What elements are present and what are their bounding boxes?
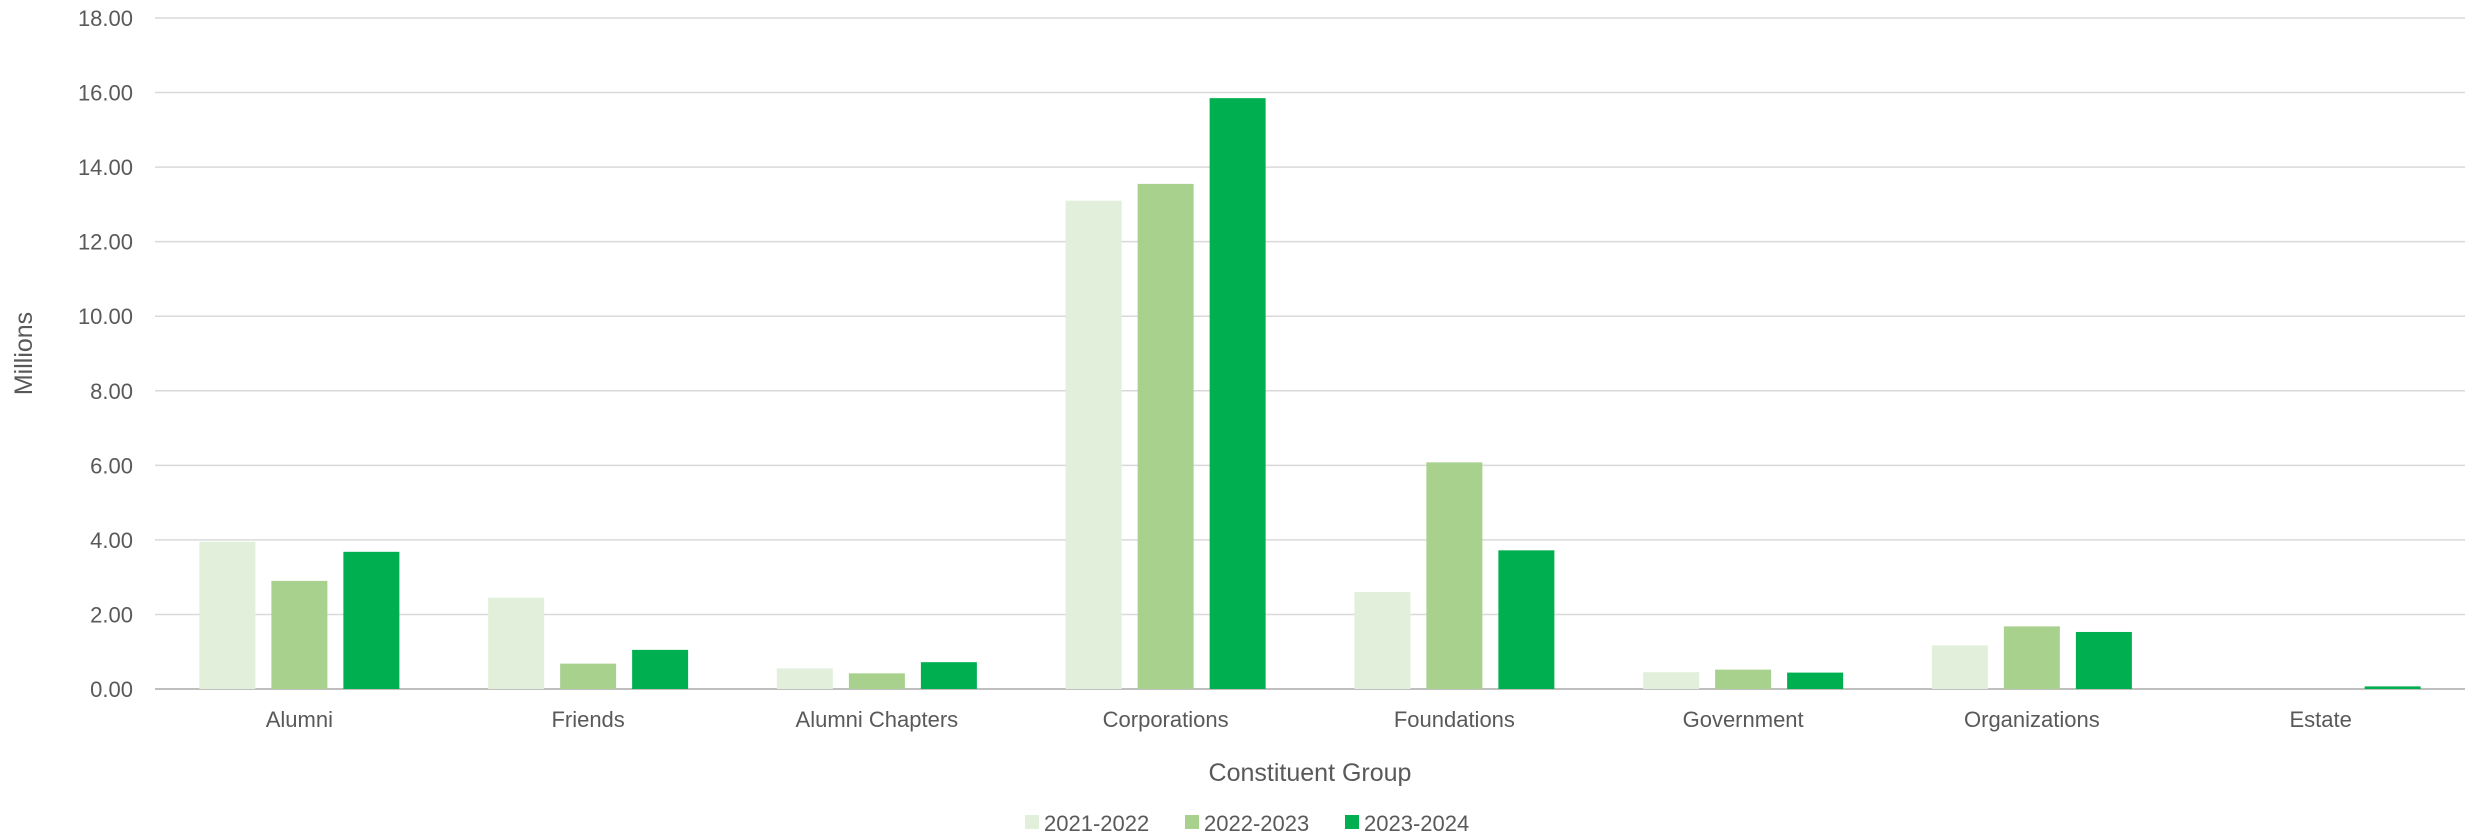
y-tick-label: 14.00 <box>78 155 133 180</box>
legend-label: 2021-2022 <box>1044 811 1149 836</box>
bar-2021-2022-alumni <box>199 541 256 689</box>
y-tick-label: 8.00 <box>90 379 133 404</box>
bar-2021-2022-corporations <box>1065 200 1122 689</box>
legend-label: 2022-2023 <box>1204 811 1309 836</box>
y-tick-label: 16.00 <box>78 81 133 106</box>
bar-2022-2023-corporations <box>1137 183 1194 689</box>
x-tick-label: Friends <box>551 707 624 732</box>
legend-label: 2023-2024 <box>1364 811 1469 836</box>
bar-2022-2023-friends <box>560 663 617 689</box>
bar-2021-2022-government <box>1643 672 1700 689</box>
bar-2023-2024-alumni-chapters <box>920 662 977 689</box>
y-axis-title: Millions <box>10 312 38 395</box>
bar-2023-2024-alumni <box>343 551 400 689</box>
x-tick-label: Estate <box>2289 707 2351 732</box>
bar-2023-2024-corporations <box>1209 98 1266 690</box>
bar-2021-2022-friends <box>488 597 545 689</box>
bar-2022-2023-foundations <box>1426 462 1483 689</box>
x-tick-label: Corporations <box>1103 707 1229 732</box>
legend-swatch <box>1185 815 1199 829</box>
x-tick-label: Alumni Chapters <box>796 707 959 732</box>
y-tick-label: 18.00 <box>78 6 133 31</box>
bar-2023-2024-foundations <box>1498 550 1555 689</box>
legend: 2021-2022 2022-2023 2023-2024 <box>1025 811 1469 836</box>
y-tick-label: 12.00 <box>78 230 133 255</box>
bar-2023-2024-friends <box>632 649 689 689</box>
x-tick-label: Foundations <box>1394 707 1515 732</box>
x-axis-title: Constituent Group <box>1209 759 1412 787</box>
legend-swatch <box>1345 815 1359 829</box>
y-tick-label: 2.00 <box>90 602 133 627</box>
bar-2021-2022-alumni-chapters <box>776 668 833 689</box>
bar-2023-2024-organizations <box>2075 631 2132 689</box>
x-axis-ticks: Alumni Friends Alumni Chapters Corporations… <box>266 707 2352 732</box>
y-tick-label: 10.00 <box>78 304 133 329</box>
bar-2021-2022-organizations <box>1931 645 1988 689</box>
legend-swatch <box>1025 815 1039 829</box>
y-axis-ticks: 0.00 2.00 4.00 6.00 8.00 10.00 12.00 14.00 16.00… <box>78 6 133 702</box>
bar-2022-2023-alumni <box>271 580 328 689</box>
bar-2022-2023-organizations <box>2003 626 2060 689</box>
bar-2023-2024-estate <box>2364 686 2421 689</box>
y-tick-label: 6.00 <box>90 453 133 478</box>
bar-2023-2024-government <box>1787 672 1844 689</box>
bars <box>199 98 2421 690</box>
bar-2021-2022-foundations <box>1354 592 1411 689</box>
x-tick-label: Government <box>1683 707 1804 732</box>
y-tick-label: 0.00 <box>90 677 133 702</box>
x-tick-label: Organizations <box>1964 707 2100 732</box>
bar-2022-2023-government <box>1715 669 1772 689</box>
gridlines <box>155 17 2465 690</box>
bar-2022-2023-alumni-chapters <box>848 673 905 689</box>
x-tick-label: Alumni <box>266 707 333 732</box>
y-tick-label: 4.00 <box>90 528 133 553</box>
